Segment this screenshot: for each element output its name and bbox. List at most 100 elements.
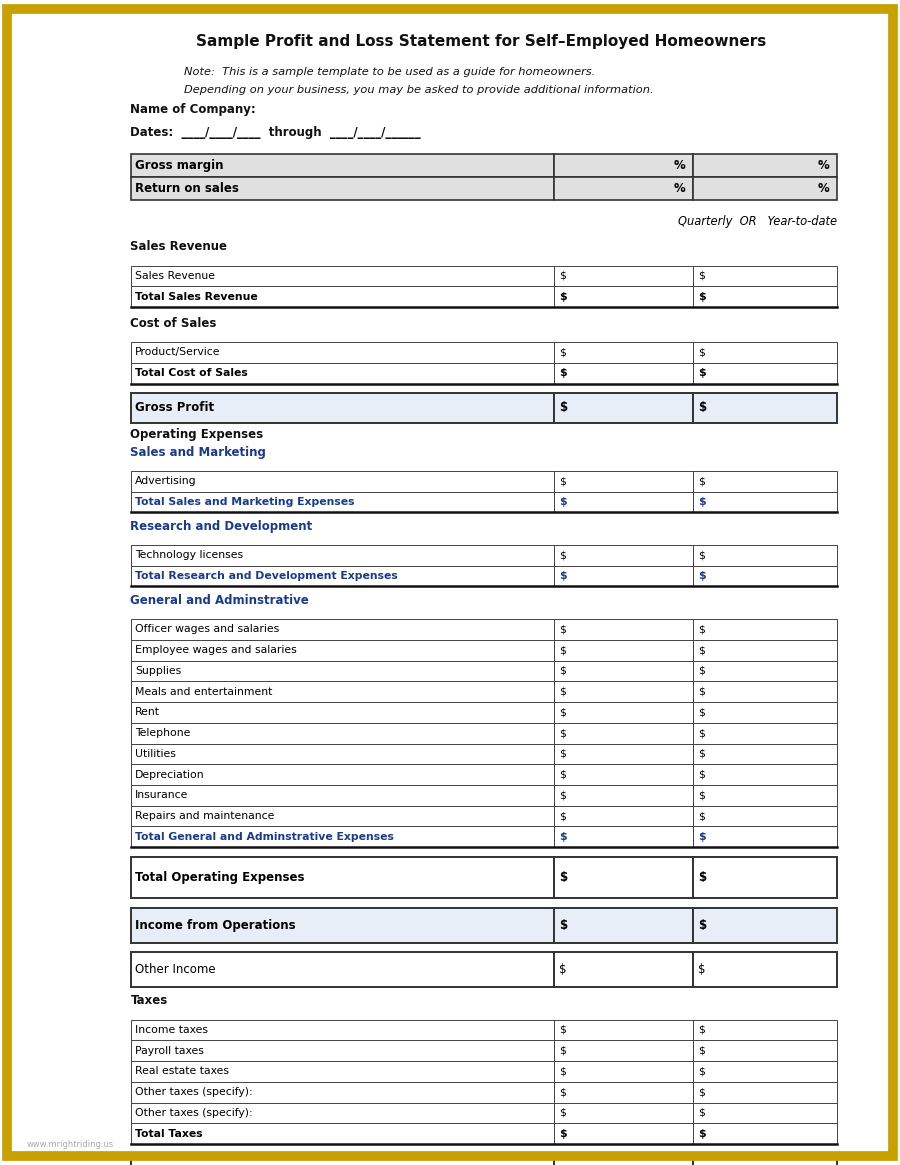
Text: $: $ xyxy=(559,1087,566,1097)
Bar xyxy=(693,1082,837,1102)
Text: $: $ xyxy=(698,666,706,676)
Bar xyxy=(693,908,837,942)
Text: %: % xyxy=(818,158,830,172)
Text: Total Taxes: Total Taxes xyxy=(135,1129,202,1138)
Bar xyxy=(693,619,837,640)
Text: $: $ xyxy=(559,790,566,800)
Text: $: $ xyxy=(559,291,566,302)
Text: $: $ xyxy=(698,919,706,932)
Bar xyxy=(693,743,837,764)
Text: %: % xyxy=(818,182,830,196)
Bar xyxy=(554,566,693,586)
Bar xyxy=(130,764,554,785)
Text: Gross Profit: Gross Profit xyxy=(135,402,214,415)
Bar xyxy=(130,393,554,423)
Bar xyxy=(693,1040,837,1061)
Bar xyxy=(693,362,837,383)
Bar xyxy=(130,1019,554,1040)
Text: $: $ xyxy=(559,271,566,281)
Bar xyxy=(130,619,554,640)
Text: Total Sales Revenue: Total Sales Revenue xyxy=(135,291,257,302)
Text: $: $ xyxy=(698,347,706,358)
Text: Total Sales and Marketing Expenses: Total Sales and Marketing Expenses xyxy=(135,497,355,507)
Bar xyxy=(130,785,554,806)
Bar xyxy=(130,661,554,682)
Text: Depreciation: Depreciation xyxy=(135,770,204,779)
Text: $: $ xyxy=(559,497,566,507)
Text: $: $ xyxy=(559,666,566,676)
Bar xyxy=(693,154,837,177)
Bar xyxy=(693,682,837,702)
Bar xyxy=(554,661,693,682)
Bar xyxy=(693,471,837,492)
Text: $: $ xyxy=(559,707,566,718)
Text: Cost of Sales: Cost of Sales xyxy=(130,317,217,330)
Text: Sales Revenue: Sales Revenue xyxy=(130,240,228,254)
Text: $: $ xyxy=(698,686,706,697)
Text: $: $ xyxy=(559,728,566,739)
Text: $: $ xyxy=(698,1108,706,1118)
Bar xyxy=(130,287,554,308)
Bar xyxy=(554,702,693,722)
Bar xyxy=(554,154,693,177)
Text: $: $ xyxy=(559,402,567,415)
Text: Supplies: Supplies xyxy=(135,666,181,676)
Text: $: $ xyxy=(698,707,706,718)
Bar xyxy=(130,1123,554,1144)
Text: $: $ xyxy=(698,790,706,800)
Bar xyxy=(130,682,554,702)
Text: $: $ xyxy=(559,871,567,884)
Bar xyxy=(130,1040,554,1061)
Bar xyxy=(130,908,554,942)
Text: $: $ xyxy=(559,645,566,655)
Text: Name of Company:: Name of Company: xyxy=(130,103,256,117)
Bar xyxy=(130,856,554,898)
Bar xyxy=(130,806,554,826)
Text: $: $ xyxy=(559,832,566,842)
Bar xyxy=(554,1082,693,1102)
Text: $: $ xyxy=(698,624,706,635)
Text: $: $ xyxy=(559,368,566,379)
Text: $: $ xyxy=(698,476,706,486)
Text: Insurance: Insurance xyxy=(135,790,188,800)
Bar xyxy=(554,1153,693,1165)
Text: $: $ xyxy=(559,347,566,358)
Text: $: $ xyxy=(559,624,566,635)
Bar xyxy=(554,1123,693,1144)
Text: Sales Revenue: Sales Revenue xyxy=(135,271,215,281)
Bar xyxy=(130,743,554,764)
Bar xyxy=(693,566,837,586)
Text: $: $ xyxy=(559,1025,566,1035)
Bar xyxy=(130,1153,554,1165)
Bar xyxy=(693,1061,837,1082)
Text: Telephone: Telephone xyxy=(135,728,191,739)
Bar xyxy=(130,492,554,513)
Bar xyxy=(130,343,554,362)
Bar xyxy=(693,764,837,785)
Bar xyxy=(130,177,554,200)
Text: $: $ xyxy=(559,963,566,976)
Bar xyxy=(130,566,554,586)
Text: $: $ xyxy=(698,1129,706,1138)
Text: Utilities: Utilities xyxy=(135,749,176,758)
Bar xyxy=(554,764,693,785)
Bar xyxy=(554,952,693,987)
Text: $: $ xyxy=(559,571,566,581)
Text: Advertising: Advertising xyxy=(135,476,196,486)
Bar xyxy=(554,177,693,200)
Bar xyxy=(554,856,693,898)
Bar xyxy=(554,545,693,566)
Text: Total General and Adminstrative Expenses: Total General and Adminstrative Expenses xyxy=(135,832,394,842)
Text: Payroll taxes: Payroll taxes xyxy=(135,1046,204,1055)
Text: $: $ xyxy=(559,686,566,697)
Bar xyxy=(693,952,837,987)
Text: Gross margin: Gross margin xyxy=(135,158,223,172)
Bar xyxy=(554,393,693,423)
Bar xyxy=(554,1040,693,1061)
Text: $: $ xyxy=(559,811,566,821)
Bar xyxy=(693,826,837,847)
Text: Sample Profit and Loss Statement for Self–Employed Homeowners: Sample Profit and Loss Statement for Sel… xyxy=(196,35,767,49)
Text: Other taxes (specify):: Other taxes (specify): xyxy=(135,1087,253,1097)
Text: $: $ xyxy=(698,749,706,758)
Text: Total Cost of Sales: Total Cost of Sales xyxy=(135,368,248,379)
